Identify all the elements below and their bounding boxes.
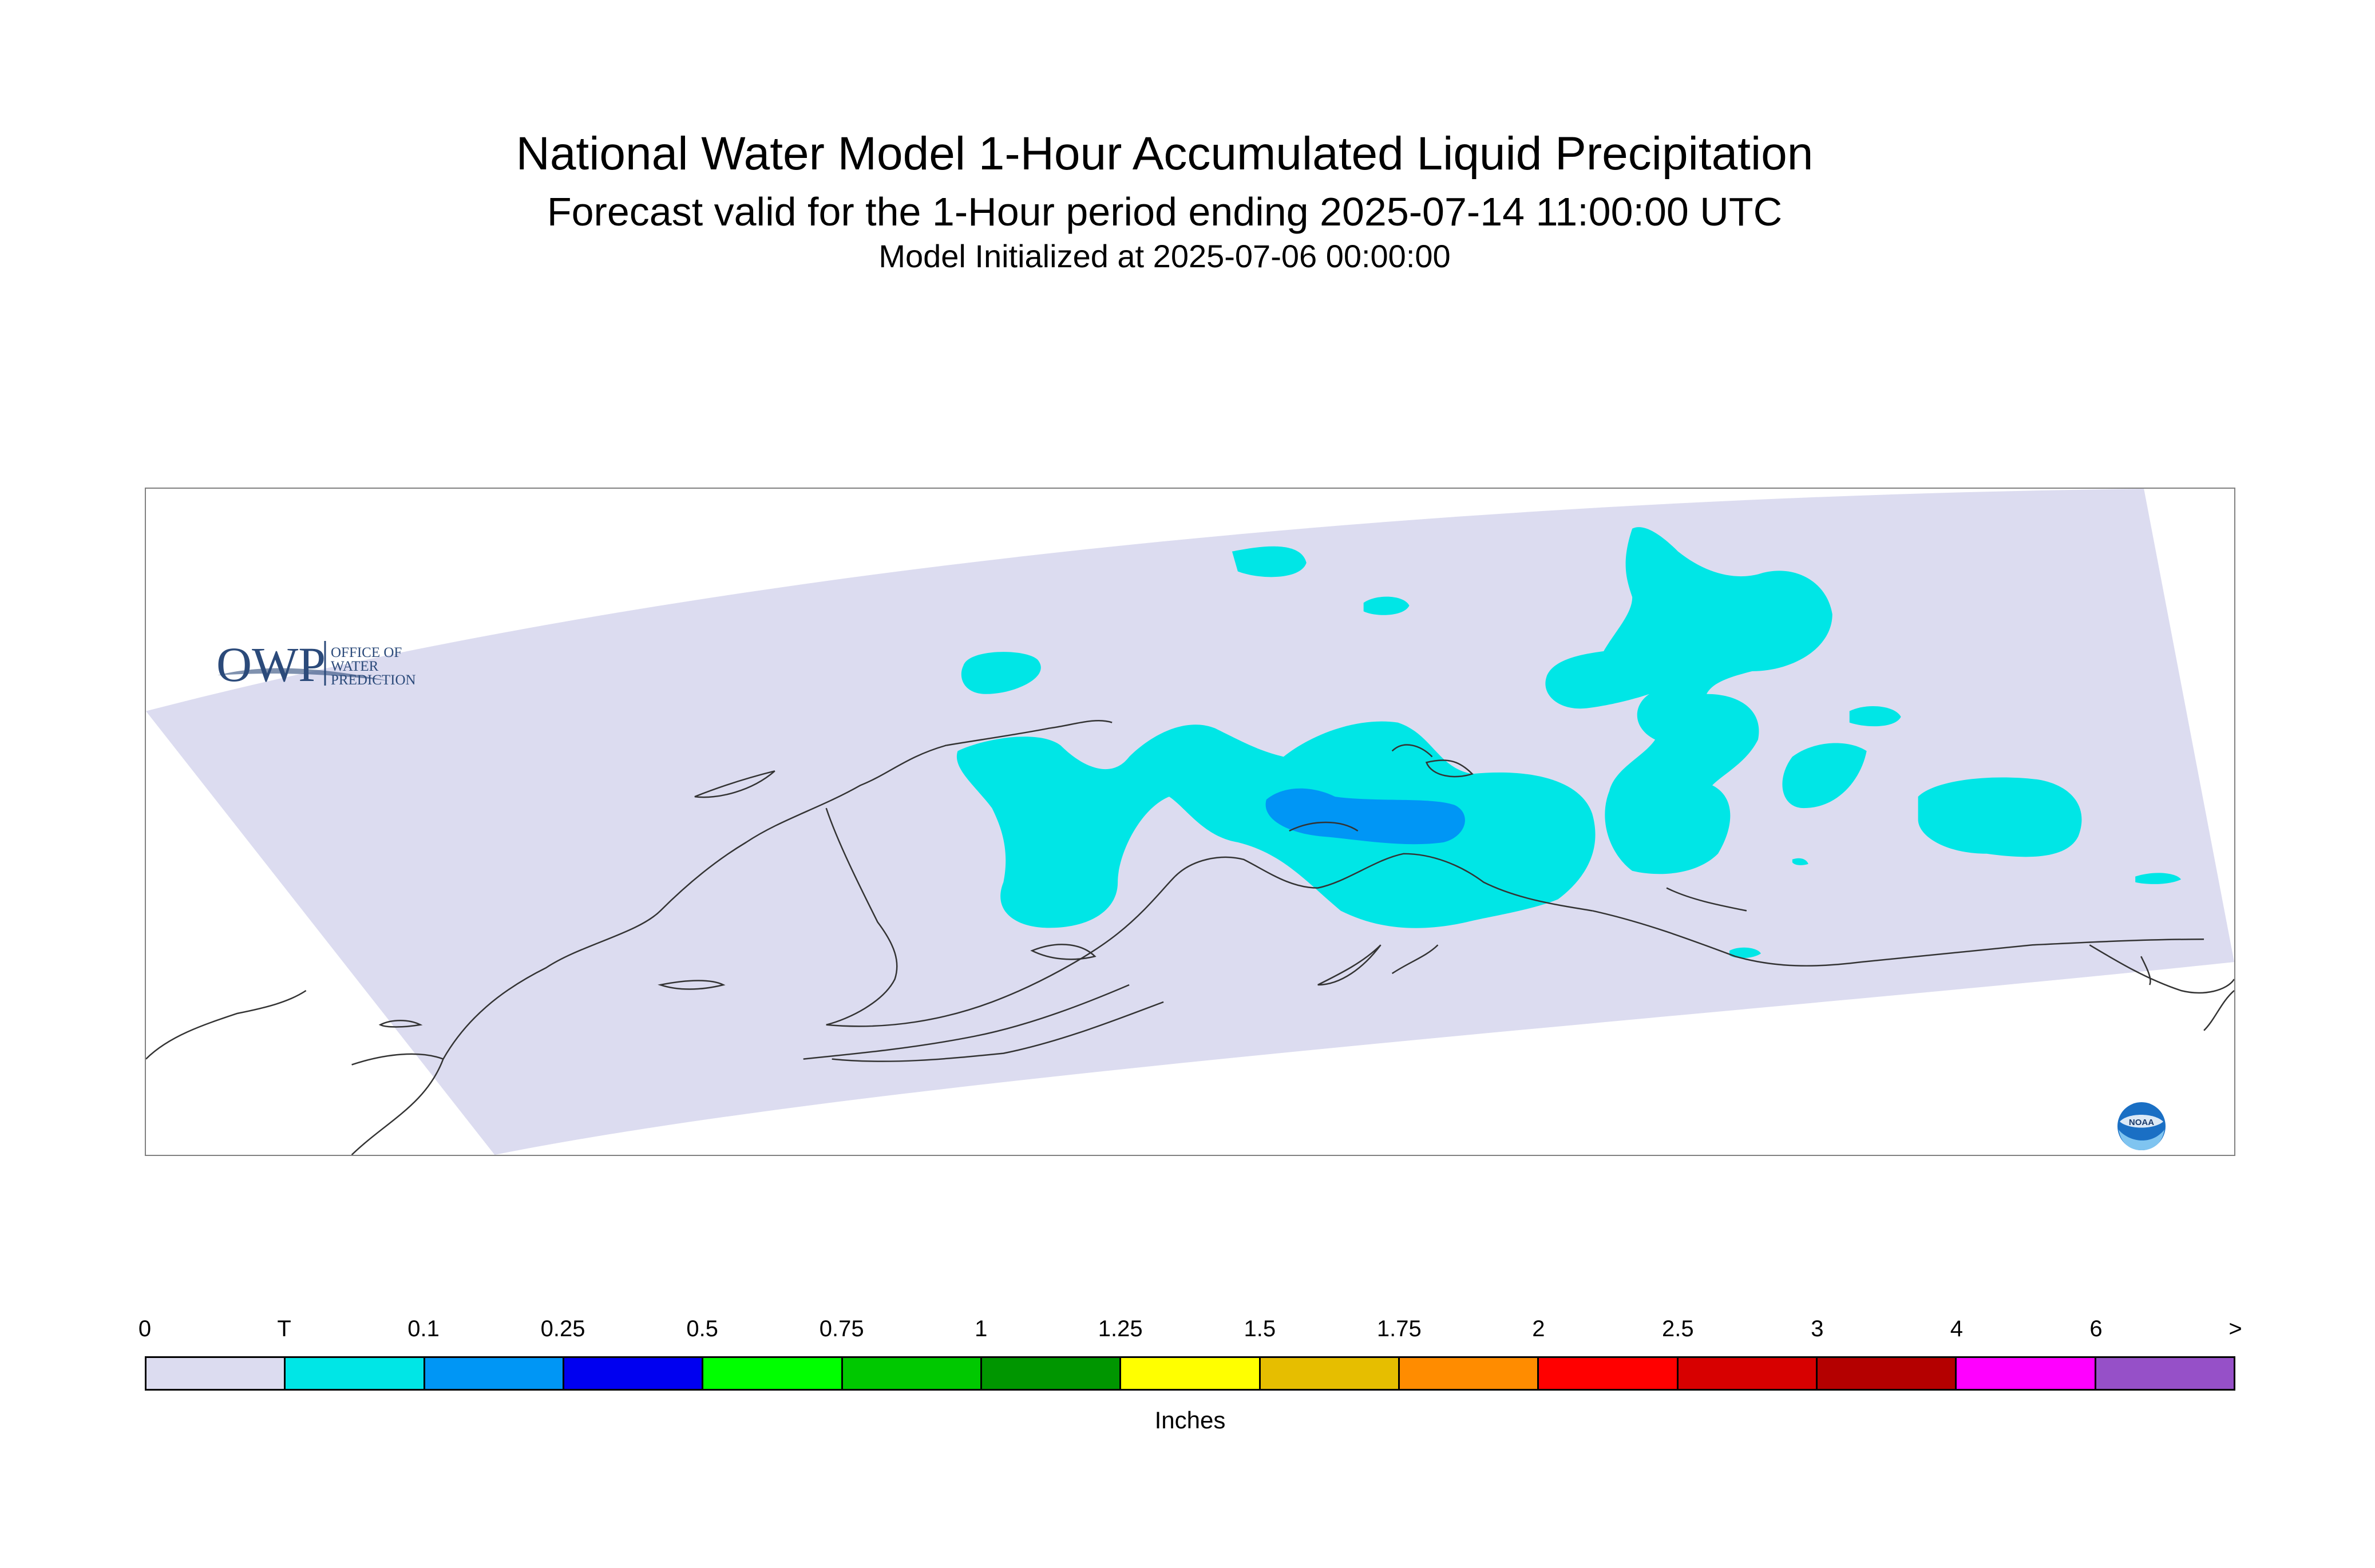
legend-swatch <box>842 1358 982 1389</box>
coastline <box>2203 990 2234 1031</box>
legend-tick-label: 0.5 <box>686 1316 718 1341</box>
legend-swatch <box>1678 1358 1818 1389</box>
legend-swatch <box>425 1358 564 1389</box>
coastline <box>1317 944 1382 986</box>
legend-tick-label: > <box>2228 1316 2242 1341</box>
coastline <box>694 770 775 798</box>
coastline <box>1391 744 1433 758</box>
coastline <box>146 989 307 1060</box>
legend-tick-label: 0.1 <box>407 1316 440 1341</box>
coastline <box>1666 887 1747 912</box>
legend-swatch <box>1399 1358 1539 1389</box>
coastline <box>1174 853 1593 912</box>
legend-labels: 0 T 0.1 0.25 0.5 0.75 1 1.25 1.5 1.75 2 2.5 3 4 6 > <box>138 1316 2242 1351</box>
coastline <box>351 1053 444 1066</box>
precip-area <box>1782 743 1867 809</box>
precip-area <box>961 652 1041 694</box>
legend-swatch <box>981 1358 1122 1389</box>
legend-tick-label: 1.25 <box>1098 1316 1143 1341</box>
map-title: National Water Model 1-Hour Accumulated … <box>516 128 1814 180</box>
legend-swatch <box>703 1358 843 1389</box>
legend-swatch <box>1957 1358 2096 1389</box>
legend-swatch <box>286 1358 425 1389</box>
legend-colorbar <box>145 1356 2235 1391</box>
legend-units: Inches <box>1154 1407 1226 1434</box>
legend-tick-label: 0.75 <box>819 1316 864 1341</box>
legend-swatch <box>147 1358 286 1389</box>
precip-area <box>1792 858 1808 865</box>
owp-line1: OFFICE OF <box>331 645 402 660</box>
precip-area <box>1849 706 1901 727</box>
legend-tick-label: 6 <box>2089 1316 2103 1341</box>
legend-swatch <box>1121 1358 1261 1389</box>
coastlines <box>146 720 2234 1155</box>
legend-swatch <box>1817 1358 1957 1389</box>
light-precip-area <box>1265 788 1465 845</box>
precip-area <box>2135 873 2182 884</box>
precip-area <box>1918 777 2082 857</box>
precip-area <box>1729 947 1761 959</box>
coastline <box>658 980 726 990</box>
coastline <box>378 1020 423 1028</box>
coastline <box>1425 759 1474 778</box>
legend-swatch <box>1539 1358 1679 1389</box>
owp-mark: OWP <box>216 637 326 692</box>
coastline <box>2089 944 2234 994</box>
coastline <box>832 1001 1164 1062</box>
precip-area <box>1232 546 1307 577</box>
legend-tick-label: 2 <box>1532 1316 1545 1341</box>
coastline <box>825 807 898 1025</box>
legend-swatch <box>1260 1358 1400 1389</box>
legend-swatch <box>564 1358 704 1389</box>
coastline <box>946 720 1113 746</box>
coastline <box>803 984 1130 1060</box>
legend-tick-label: 1.5 <box>1244 1316 1276 1341</box>
precip-area <box>1545 527 1832 874</box>
coastline <box>1391 944 1439 975</box>
owp-line3: PREDICTION <box>331 672 416 688</box>
precipitation-map <box>145 488 2235 1156</box>
precip-area <box>1363 596 1410 615</box>
model-init-line: Model Initialized at 2025-07-06 00:00:00 <box>878 238 1451 274</box>
noaa-logo: NOAA <box>2116 1101 2167 1151</box>
legend-tick-label: 0.25 <box>540 1316 585 1341</box>
coastline <box>1289 821 1359 832</box>
legend-tick-label: 4 <box>1950 1316 1964 1341</box>
noaa-mark: NOAA <box>2129 1118 2154 1127</box>
legend-tick-label: 1 <box>975 1316 988 1341</box>
trace-precip-areas <box>956 527 2182 959</box>
legend-tick-label: 1.75 <box>1376 1316 1422 1341</box>
coastline <box>2140 956 2151 985</box>
coastline <box>826 876 1175 1027</box>
owp-wave-graphic <box>217 668 389 681</box>
coastline <box>1592 910 2204 967</box>
owp-line2: WATER <box>331 659 379 674</box>
coastline <box>1030 944 1097 960</box>
map-subtitle: Forecast valid for the 1-Hour period end… <box>547 189 1783 234</box>
legend-swatch <box>2096 1358 2234 1389</box>
legend-tick-label: 3 <box>1811 1316 1824 1341</box>
legend-tick-label: 2.5 <box>1662 1316 1694 1341</box>
legend-tick-label: 0 <box>138 1316 152 1341</box>
legend-tick-label: T <box>277 1316 291 1341</box>
owp-logo: OWP OFFICE OF WATER PREDICTION <box>69 618 435 692</box>
